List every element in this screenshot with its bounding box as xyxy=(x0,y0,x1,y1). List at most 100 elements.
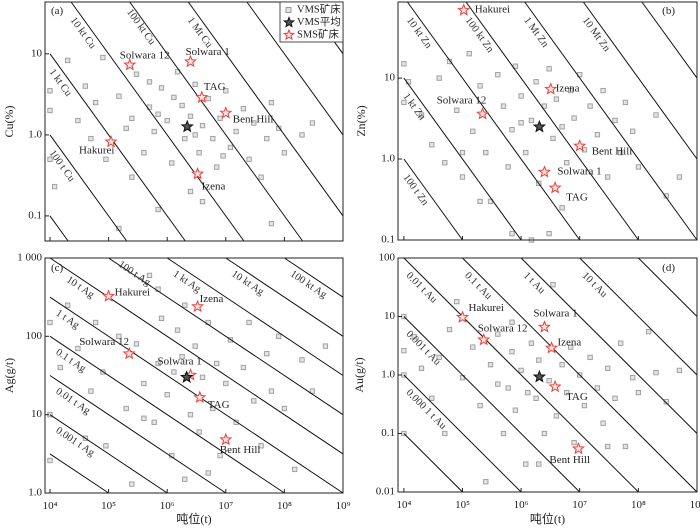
vms-deposit-point xyxy=(141,415,147,421)
vms-deposit-point xyxy=(146,272,153,279)
vms-deposit-point xyxy=(509,230,515,237)
vms-deposit-point xyxy=(182,135,188,142)
sms-deposit-label: Izena xyxy=(558,336,582,348)
vms-deposit-point xyxy=(123,125,129,132)
tonnage-contour-line xyxy=(225,257,344,337)
vms-deposit-point xyxy=(75,345,81,352)
vms-deposit-point xyxy=(51,183,58,190)
vms-deposit-point xyxy=(436,354,442,361)
sms-deposit-label: Solwara 1 xyxy=(186,46,230,58)
contour-label: 0.1 t Ag xyxy=(54,347,89,375)
vms-deposit-point xyxy=(322,343,329,349)
contour-label: 100 kt Cu xyxy=(124,7,158,48)
vms-deposit-point xyxy=(618,340,624,346)
vms-deposit-point xyxy=(466,51,472,57)
y-axis-title: Zn(%) xyxy=(354,105,368,136)
vms-deposit-point xyxy=(47,319,53,326)
contour-label: 0.1 t Au xyxy=(462,270,494,302)
y-tick-label: 0.1 xyxy=(381,234,395,246)
vms-deposit-point xyxy=(568,344,574,350)
vms-deposit-point xyxy=(541,430,548,437)
vms-deposit-point xyxy=(133,341,140,347)
vms-deposit-point xyxy=(550,282,556,288)
tonnage-contour-line xyxy=(49,296,344,494)
x-tick-label: 10⁸ xyxy=(631,499,646,511)
vms-deposit-point xyxy=(509,319,515,325)
vms-deposit-point xyxy=(653,369,659,376)
x-axis-title: 吨位(t) xyxy=(530,511,565,526)
vms-deposit-point xyxy=(246,156,252,162)
tonnage-contour-line xyxy=(49,257,344,455)
vms-deposit-point xyxy=(605,443,611,450)
vms-deposit-point xyxy=(151,419,157,425)
vms-deposit-point xyxy=(500,430,507,437)
vms-deposit-point xyxy=(233,419,239,425)
vms-deposit-point xyxy=(141,380,147,387)
vms-deposit-point xyxy=(309,120,316,126)
vms-deposit-point xyxy=(268,388,275,394)
plot-frame xyxy=(397,257,698,493)
tonnage-contour-line xyxy=(108,257,344,416)
vms-deposit-point xyxy=(505,385,511,391)
vms-deposit-point xyxy=(618,149,624,156)
vms-deposit-point xyxy=(612,117,618,124)
vms-deposit-point xyxy=(217,452,223,459)
vms-deposit-point xyxy=(541,103,548,109)
vms-deposit-point xyxy=(151,128,157,135)
vms-deposit-point xyxy=(587,103,593,109)
vms-deposit-point xyxy=(477,83,483,89)
y-tick-label: 10 xyxy=(31,47,43,59)
x-tick-label: 10⁹ xyxy=(690,499,700,511)
tonnage-contour-line xyxy=(246,1,344,136)
vms-deposit-point xyxy=(281,150,288,156)
vms-deposit-point xyxy=(47,156,53,162)
vms-deposit-point xyxy=(559,124,565,130)
vms-deposit-point xyxy=(192,132,198,138)
vms-deposit-point xyxy=(141,150,147,156)
vms-deposit-point xyxy=(446,326,453,333)
vms-deposit-point xyxy=(82,83,88,89)
vms-deposit-point xyxy=(103,443,109,449)
sms-deposit-label: Bent Hill xyxy=(233,114,274,126)
vms-deposit-point xyxy=(187,412,194,418)
vms-deposit-point xyxy=(518,120,524,126)
vms-deposit-point xyxy=(622,443,629,450)
vms-deposit-point xyxy=(223,88,229,94)
tonnage-contour-line xyxy=(187,1,344,217)
vms-deposit-point xyxy=(533,395,539,401)
vms-deposit-point xyxy=(92,319,99,326)
vms-deposit-point xyxy=(401,348,407,354)
vms-deposit-point xyxy=(116,93,122,99)
vms-deposit-point xyxy=(214,360,220,367)
tonnage-contour-line xyxy=(129,1,304,242)
vms-deposit-point xyxy=(299,132,305,138)
sms-deposit-label: TAG xyxy=(566,191,588,203)
vms-deposit-point xyxy=(75,117,81,124)
vms-deposit-point xyxy=(487,362,494,368)
vms-deposit-point xyxy=(199,374,206,380)
plot-area: 0.000 1 t Au0.001 t Au0.01 t Au 0.1 t Au 1… xyxy=(401,257,698,493)
tonnage-contour-line xyxy=(49,134,128,242)
vms-deposit-point xyxy=(676,367,683,374)
y-tick-label: 100 xyxy=(26,330,43,342)
vms-deposit-point xyxy=(92,99,99,106)
contour-label: 1 t Ag xyxy=(54,308,82,332)
vms-deposit-point xyxy=(581,402,588,409)
sms-deposit-star xyxy=(123,58,137,71)
vms-deposit-point xyxy=(518,367,524,374)
legend-label: VMS矿床 xyxy=(297,2,341,15)
vms-deposit-point xyxy=(653,112,659,118)
x-tick-label: 10⁵ xyxy=(101,500,116,512)
sms-deposit-star xyxy=(102,289,116,302)
tonnage-contour-line xyxy=(579,257,698,376)
vms-deposit-point xyxy=(477,198,483,205)
vms-deposit-point xyxy=(528,117,535,124)
tonnage-contour-line xyxy=(638,257,698,317)
x-tick-label: 10⁷ xyxy=(218,500,233,512)
vms-deposit-point xyxy=(676,174,683,180)
sms-deposit-star xyxy=(122,346,136,360)
sms-deposit-label: Solwara 1 xyxy=(158,356,202,368)
sms-deposit-star xyxy=(548,379,562,393)
